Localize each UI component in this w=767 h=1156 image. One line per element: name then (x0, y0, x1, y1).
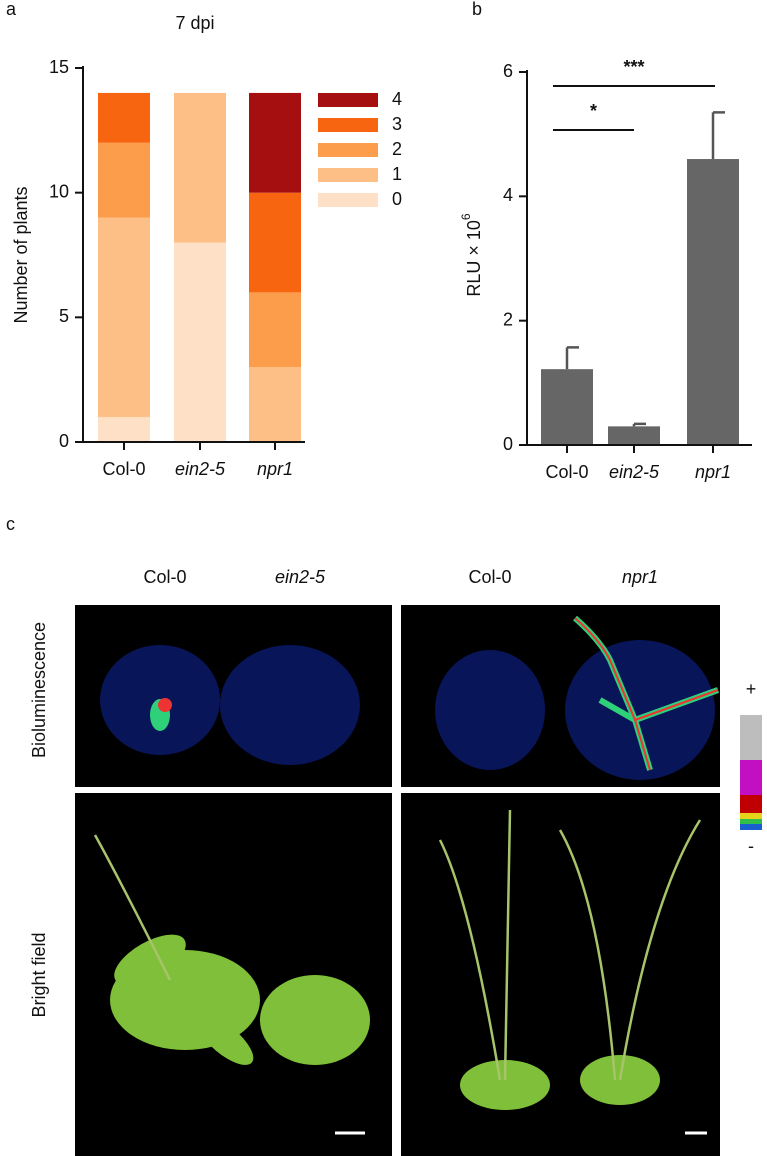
y-axis-label-text: RLU × 10 (464, 220, 484, 297)
x-tick-label: npr1 (695, 462, 731, 482)
significance-label: * (590, 101, 597, 121)
legend-label: 2 (392, 139, 402, 159)
scale-high: + (746, 679, 757, 699)
bar (541, 369, 593, 445)
legend-label: 0 (392, 189, 402, 209)
x-tick-label: Col-0 (545, 462, 588, 482)
row-label: Bright field (29, 932, 49, 1017)
bar-segment (98, 417, 150, 442)
y-tick-label: 10 (49, 181, 69, 201)
legend-swatch (318, 168, 378, 182)
column-label: Col-0 (143, 567, 186, 587)
error-bar (711, 111, 725, 160)
y-axis-label: Number of plants (11, 186, 31, 323)
y-tick-label: 5 (59, 306, 69, 326)
bar (687, 159, 739, 446)
legend-label: 3 (392, 114, 402, 134)
y-tick-label: 2 (503, 309, 513, 329)
y-axis-label-exponent: 6 (459, 213, 473, 220)
image-panels (75, 605, 762, 1156)
legend-swatch (318, 93, 378, 107)
error-bar (632, 422, 646, 427)
chart-title: 7 dpi (175, 13, 214, 33)
x-tick-label: ein2-5 (609, 462, 660, 482)
bar-segment (98, 217, 150, 418)
legend-label: 4 (392, 89, 402, 109)
bar-segment (98, 142, 150, 218)
y-tick-label: 0 (503, 434, 513, 454)
scale-low: - (748, 836, 754, 856)
bar-segment (174, 242, 226, 442)
legend-swatch (318, 143, 378, 157)
column-label: npr1 (622, 567, 658, 587)
color-scale (740, 715, 762, 830)
legend-swatch (318, 118, 378, 132)
bar-segment (249, 92, 301, 193)
y-tick-label: 4 (503, 185, 513, 205)
panel-label: a (6, 0, 17, 19)
column-label: ein2-5 (275, 567, 326, 587)
column-label: Col-0 (468, 567, 511, 587)
bar-segment (249, 192, 301, 293)
y-tick-label: 15 (49, 57, 69, 77)
panel-label: c (6, 514, 15, 534)
brightfield-image-right (401, 793, 720, 1156)
plants (93, 809, 702, 1110)
bar-segment (249, 367, 301, 442)
row-label: Bioluminescence (29, 622, 49, 758)
bar-segment (98, 92, 150, 143)
x-tick-label: npr1 (257, 459, 293, 479)
x-tick-label: Col-0 (102, 459, 145, 479)
y-tick-label: 0 (59, 431, 69, 451)
y-axis-label: RLU × 106 (459, 213, 484, 297)
legend-label: 1 (392, 164, 402, 184)
significance-label: *** (623, 57, 644, 77)
x-tick-label: ein2-5 (175, 459, 226, 479)
bar-segment (174, 92, 226, 243)
bar-segment (249, 292, 301, 368)
panel-label: b (472, 0, 482, 19)
legend-swatch (318, 193, 378, 207)
biolum-signal (100, 615, 720, 780)
y-tick-label: 6 (503, 61, 513, 81)
error-bar (565, 346, 579, 370)
bar (608, 426, 660, 445)
